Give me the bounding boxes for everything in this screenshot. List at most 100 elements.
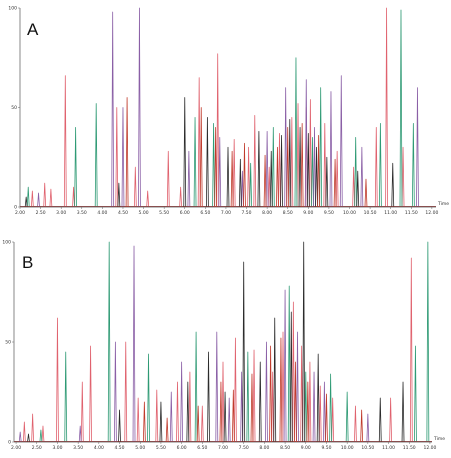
chromatogram-panel-b: 0 50 100 2.00 2.50 3.00 3.50 4.00 4.50 5.00 5.50 6.…	[2, 240, 445, 451]
x-tick-label: 10.00	[341, 445, 354, 451]
chromatogram-peak	[317, 134, 320, 208]
series-purple	[14, 245, 432, 443]
chromatogram-peak	[329, 91, 333, 208]
chromatogram-peak	[298, 127, 302, 208]
chromatogram-peak	[27, 433, 30, 443]
chromatogram-peak	[246, 351, 250, 443]
chromatogram-peak	[80, 381, 84, 443]
chromatogram-peak	[335, 150, 339, 208]
chromatogram-peak	[241, 170, 244, 208]
chromatogram-peak	[26, 186, 30, 208]
chromatogram-peak	[214, 127, 218, 208]
chromatogram-peak	[414, 345, 417, 443]
chromatogram-peak	[288, 119, 292, 208]
chromatogram-peak	[37, 192, 40, 208]
x-tick-label: 5.50	[159, 210, 169, 216]
x-tick-label: 3.50	[77, 210, 87, 216]
chromatogram-peak	[280, 134, 283, 208]
x-tick-label: 10.50	[361, 445, 374, 451]
y-tick-label: 0	[8, 440, 11, 446]
chromatogram-peak	[124, 341, 128, 443]
x-tick-label: 7.50	[239, 445, 249, 451]
y-tick-label: 0	[14, 205, 17, 211]
chromatogram-peak	[227, 397, 231, 443]
chromatogram-peak	[30, 190, 34, 208]
x-tick-label: 4.00	[94, 445, 104, 451]
chromatogram-peak	[271, 127, 275, 208]
series-red	[14, 337, 432, 443]
chromatogram-peak	[194, 331, 198, 443]
chromatogram-peak	[286, 127, 290, 208]
chromatogram-peak	[318, 385, 322, 443]
chromatogram-peak	[294, 57, 298, 208]
chromatogram-peak	[183, 97, 187, 208]
x-tick-label: 12.00	[425, 210, 438, 216]
chromatogram-peak	[219, 381, 223, 443]
x-unit-label: Time	[437, 201, 449, 207]
x-tick-label: 12.00	[423, 445, 436, 451]
chromatogram-peak	[366, 413, 370, 443]
chromatogram-peak	[409, 257, 413, 443]
chromatogram-peak	[378, 397, 382, 443]
chromatogram-peak	[312, 371, 316, 443]
chromatogram-peak	[313, 127, 316, 208]
x-tick-label: 11.50	[403, 445, 416, 451]
panel-label: B	[22, 253, 33, 272]
chromatogram-peak	[281, 331, 285, 443]
chromatogram-peak	[325, 393, 328, 443]
chromatogram-panel-a: 0 50 100 2.00 2.50 3.00 3.50 4.00 4.50 5.00 5.50 6.…	[8, 6, 449, 216]
x-tick-label: 10.00	[343, 210, 356, 216]
chromatogram-peak	[364, 178, 368, 208]
chromatogram-peak	[269, 150, 273, 208]
chromatogram-peak	[159, 401, 163, 443]
chromatogram-peak	[111, 11, 115, 208]
chromatogram-peak	[316, 353, 320, 443]
chromatogram-peak	[155, 389, 159, 443]
x-tick-label: 4.50	[118, 210, 128, 216]
chromatogram-peak	[296, 103, 300, 208]
chromatogram-peak	[323, 381, 326, 443]
chromatogram-peak	[329, 373, 332, 443]
chromatogram-peak	[226, 146, 230, 208]
chromatogram-peak	[306, 132, 310, 208]
chromatogram-peak	[257, 130, 261, 208]
chromatogram-peak	[385, 7, 388, 208]
x-tick-label: 9.50	[324, 210, 334, 216]
chromatogram-peak	[186, 381, 190, 443]
chromatogram-peak	[200, 405, 204, 443]
chromatogram-peak	[411, 123, 415, 208]
chromatogram-peak	[308, 361, 312, 443]
x-tick-label: 5.00	[139, 210, 149, 216]
chromatogram-peak	[267, 166, 271, 208]
chromatogram-peak	[218, 136, 222, 208]
chromatogram-peak	[426, 241, 430, 443]
chromatogram-peak	[117, 182, 121, 208]
chromatogram-peak	[64, 351, 68, 443]
chromatogram-peak	[399, 9, 403, 208]
x-tick-label: 8.00	[259, 445, 269, 451]
chromatogram-peak	[132, 245, 136, 443]
x-tick-label: 5.50	[156, 445, 166, 451]
x-tick-label: 9.50	[321, 445, 331, 451]
x-tick-label: 3.00	[52, 445, 62, 451]
chromatogram-peak	[339, 75, 343, 208]
x-tick-label: 4.00	[97, 210, 107, 216]
y-tick-label: 100	[2, 240, 11, 246]
chromatogram-peak	[289, 311, 293, 443]
x-tick-label: 2.00	[15, 210, 25, 216]
x-tick-label: 7.00	[221, 210, 231, 216]
chromatogram-peak	[180, 361, 184, 443]
chromatogram-peak	[360, 146, 364, 208]
chromatogram-peak	[147, 353, 150, 443]
chromatogram-peak	[232, 138, 236, 208]
chromatogram-peak	[138, 7, 141, 208]
x-tick-label: 11.00	[384, 210, 397, 216]
chromatogram-peak	[240, 371, 244, 443]
chromatogram-peak	[187, 150, 191, 208]
chromatogram-peak	[176, 381, 179, 443]
chromatogram-peak	[279, 337, 283, 443]
chromatogram-peak	[18, 431, 22, 443]
chromatogram-peak	[300, 123, 304, 208]
x-tick-label: 9.00	[303, 210, 313, 216]
chromatogram-peak	[249, 162, 253, 208]
